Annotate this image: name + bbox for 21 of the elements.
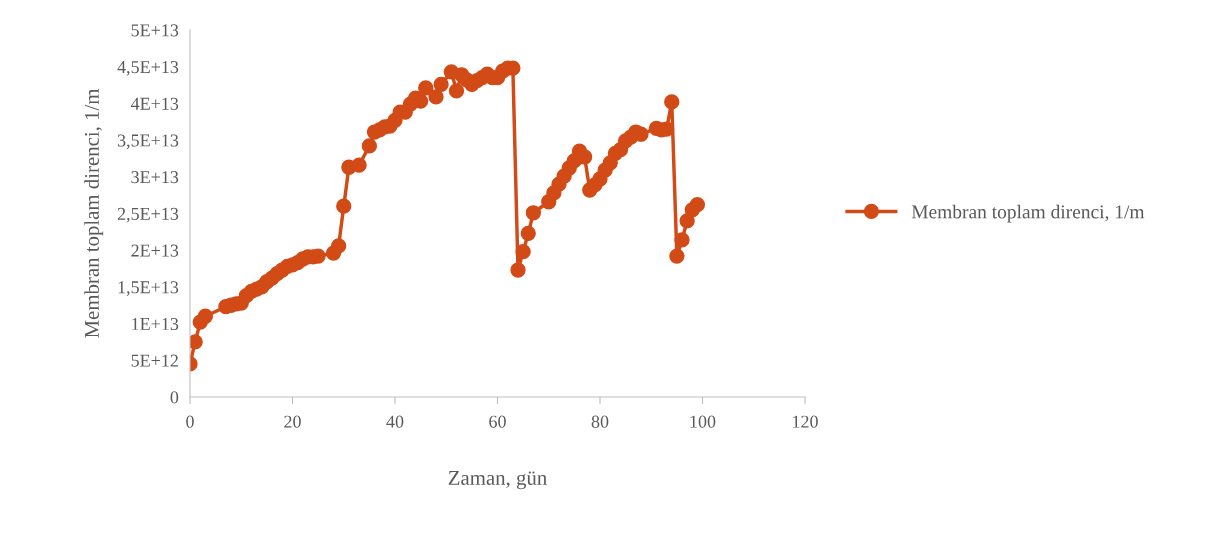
y-tick-label: 0: [170, 391, 179, 404]
y-tick-label: 1,5E+13: [118, 281, 179, 296]
y-tick-label: 1E+13: [132, 317, 179, 331]
x-axis-title: Zaman, gün: [448, 471, 547, 490]
legend-label: Membran toplam direnci, 1/m: [911, 204, 1145, 223]
x-tick-label: 20: [284, 415, 301, 428]
y-tick-label: 4,5E+13: [117, 61, 179, 76]
x-tick-label: 40: [386, 415, 404, 428]
x-tick-label: 60: [489, 415, 506, 428]
y-axis-title: Membran toplam direnci, 1/m: [84, 88, 104, 338]
x-tick-label: 80: [591, 415, 609, 428]
y-tick-label: 5E+13: [131, 24, 179, 37]
y-tick-label: 2,5E+13: [117, 207, 179, 223]
y-tick-label: 3E+13: [131, 171, 179, 184]
y-tick-label: 2E+13: [131, 244, 179, 257]
y-tick-label: 3,5E+13: [117, 134, 179, 150]
y-tick-label: 5E+12: [131, 354, 178, 367]
x-tick-label: 120: [793, 415, 818, 428]
x-tick-label: 100: [690, 415, 716, 428]
y-tick-label: 4E+13: [130, 97, 179, 110]
x-tick-label: 0: [186, 415, 194, 428]
